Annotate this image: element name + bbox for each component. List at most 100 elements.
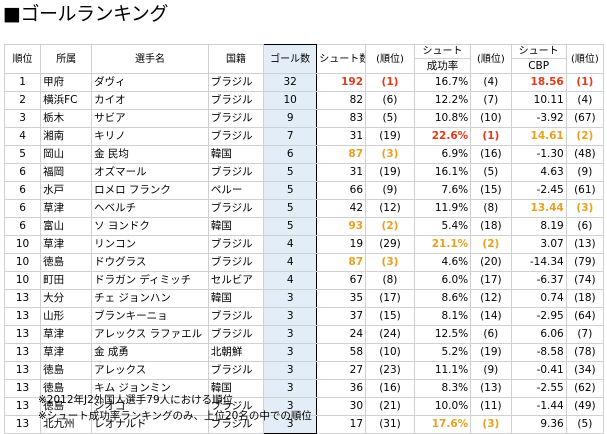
cbp-cell: -14.34: [510, 253, 567, 272]
rate-rank-cell: (17): [470, 271, 512, 290]
rate-rank-cell: (11): [470, 397, 512, 416]
rate-cell: 6.0%: [413, 271, 472, 290]
shots-cell: 35: [316, 289, 367, 308]
shots-cell: 36: [316, 379, 367, 398]
rate-cell: 8.6%: [413, 289, 472, 308]
rank-cell: 10: [3, 235, 42, 254]
rate-cell: 11.9%: [413, 199, 472, 218]
cbp-rank-cell: (1): [565, 73, 605, 92]
rank-cell: 13: [3, 361, 42, 380]
footnote: ※2012年J2外国人選手79人における順位: [38, 394, 234, 406]
footnote: ※シュート成功率ランキングのみ、上位20名の中での順位: [38, 410, 312, 422]
rank-cell: 10: [3, 253, 42, 272]
header-player: 選手名: [91, 44, 209, 74]
club-cell: 草津: [40, 343, 93, 362]
shots-cell: 192: [316, 73, 367, 92]
club-cell: 栃木: [40, 109, 93, 128]
rank-cell: 6: [3, 163, 42, 182]
rate-cell: 10.8%: [413, 109, 472, 128]
rate-cell: 12.2%: [413, 91, 472, 110]
rate-cell: 17.6%: [413, 415, 472, 434]
rate-cell: 11.1%: [413, 361, 472, 380]
table-row: 2 横浜FC カイオ ブラジル 10 82 (6) 12.2% (7) 10.11 (4): [3, 91, 605, 110]
rate-rank-cell: (20): [470, 253, 512, 272]
club-cell: 湘南: [40, 127, 93, 146]
shots-cell: 82: [316, 91, 367, 110]
club-cell: 甲府: [40, 73, 93, 92]
club-cell: 福岡: [40, 163, 93, 182]
cbp-rank-cell: (5): [565, 415, 605, 434]
shots-rank-cell: (19): [365, 163, 415, 182]
club-cell: 徳島: [40, 253, 93, 272]
rate-rank-cell: (2): [470, 235, 512, 254]
rank-cell: 13: [3, 307, 42, 326]
cbp-rank-cell: (4): [565, 91, 605, 110]
cbp-cell: -3.92: [510, 109, 567, 128]
club-cell: 徳島: [40, 361, 93, 380]
rank-cell: 13: [3, 289, 42, 308]
nationality-cell: 韓国: [207, 217, 265, 236]
shots-cell: 31: [316, 127, 367, 146]
rank-cell: 13: [3, 325, 42, 344]
cbp-rank-cell: (61): [565, 181, 605, 200]
shots-rank-cell: (3): [365, 145, 415, 164]
rank-cell: 5: [3, 145, 42, 164]
player-cell: 金 成勇: [91, 343, 209, 362]
nationality-cell: ブラジル: [207, 199, 265, 218]
goals-cell: 3: [263, 343, 318, 362]
shots-rank-cell: (12): [365, 199, 415, 218]
club-cell: 町田: [40, 271, 93, 290]
rank-cell: 6: [3, 181, 42, 200]
footnotes: ※2012年J2外国人選手79人における順位 ※シュート成功率ランキングのみ、上…: [38, 392, 312, 424]
shots-cell: 24: [316, 325, 367, 344]
goals-cell: 4: [263, 271, 318, 290]
cbp-rank-cell: (18): [565, 289, 605, 308]
goals-cell: 9: [263, 109, 318, 128]
rank-cell: 6: [3, 217, 42, 236]
club-cell: 草津: [40, 235, 93, 254]
goals-cell: 4: [263, 253, 318, 272]
club-cell: 大分: [40, 289, 93, 308]
rank-cell: 13: [3, 379, 42, 398]
table-row: 6 水戸 ロメロ フランク ペルー 5 66 (9) 7.6% (15) -2.45 (61): [3, 181, 605, 200]
shots-cell: 19: [316, 235, 367, 254]
cbp-rank-cell: (13): [565, 235, 605, 254]
club-cell: 山形: [40, 307, 93, 326]
cbp-cell: -2.45: [510, 181, 567, 200]
table-row: 1 甲府 ダヴィ ブラジル 32 192 (1) 16.7% (4) 18.56 (1): [3, 73, 605, 92]
cbp-rank-cell: (62): [565, 379, 605, 398]
shots-rank-cell: (15): [365, 307, 415, 326]
nationality-cell: ブラジル: [207, 307, 265, 326]
table-row: 6 福岡 オズマール ブラジル 5 31 (19) 16.1% (5) 4.63 (9): [3, 163, 605, 182]
cbp-cell: 4.63: [510, 163, 567, 182]
shots-cell: 37: [316, 307, 367, 326]
table-row: 6 草津 ヘベルチ ブラジル 5 42 (12) 11.9% (8) 13.44 (3): [3, 199, 605, 218]
cbp-cell: 10.11: [510, 91, 567, 110]
rate-cell: 8.3%: [413, 379, 472, 398]
shots-rank-cell: (19): [365, 127, 415, 146]
player-cell: キリノ: [91, 127, 209, 146]
cbp-rank-cell: (6): [565, 217, 605, 236]
goals-cell: 32: [263, 73, 318, 92]
cbp-cell: 18.56: [510, 73, 567, 92]
rate-rank-cell: (3): [470, 415, 512, 434]
nationality-cell: ブラジル: [207, 73, 265, 92]
nationality-cell: 韓国: [207, 145, 265, 164]
rate-rank-cell: (6): [470, 325, 512, 344]
header-nationality: 国籍: [207, 44, 265, 74]
shots-rank-cell: (10): [365, 343, 415, 362]
rate-rank-cell: (1): [470, 127, 512, 146]
table-row: 5 岡山金 民均 韓国 6 87 (3) 6.9% (16) -1.30 (48): [3, 145, 605, 164]
shots-rank-cell: (5): [365, 109, 415, 128]
rate-cell: 12.5%: [413, 325, 472, 344]
player-cell: チェ ジョンハン: [91, 289, 209, 308]
cbp-rank-cell: (7): [565, 325, 605, 344]
header-row-bottom: 成功率 CBP: [5, 58, 604, 74]
shots-cell: 17: [316, 415, 367, 434]
shots-rank-cell: (24): [365, 325, 415, 344]
rate-cell: 4.6%: [413, 253, 472, 272]
club-cell: 徳島: [40, 397, 93, 416]
header-cbp-bottom: CBP: [510, 58, 567, 74]
cbp-rank-cell: (64): [565, 307, 605, 326]
header-cbp-top: シュート: [510, 44, 567, 59]
